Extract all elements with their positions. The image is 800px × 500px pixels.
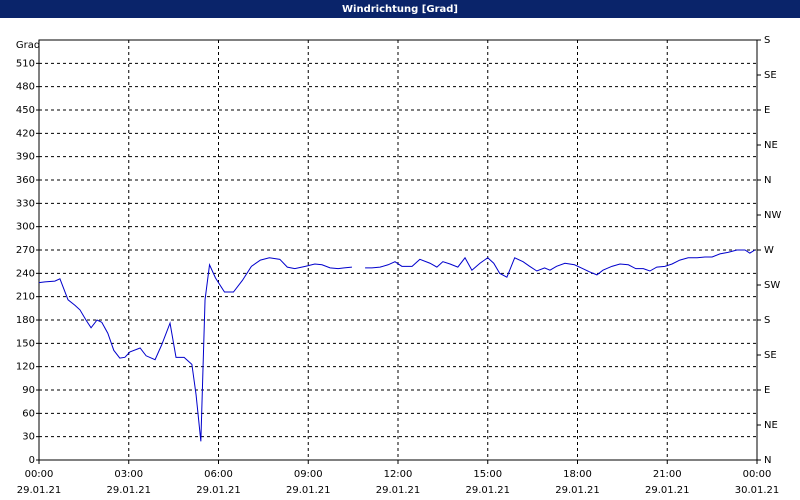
x-tick-label: 12:00 — [384, 469, 413, 480]
y2-tick-label: NW — [764, 210, 781, 221]
x-tick-date: 29.01.21 — [17, 485, 62, 496]
y2-tick-label: NE — [764, 420, 778, 431]
y-axis-label: Grad — [16, 40, 40, 51]
y-tick-label: 390 — [16, 152, 35, 163]
y-tick-label: 420 — [16, 128, 35, 139]
y-tick-label: 60 — [22, 408, 35, 419]
y2-tick-label: W — [764, 245, 774, 256]
x-tick-date: 29.01.21 — [555, 485, 600, 496]
y-tick-label: 330 — [16, 198, 35, 209]
y-tick-label: 0 — [29, 455, 35, 466]
y-tick-label: 90 — [22, 385, 35, 396]
x-tick-date: 29.01.21 — [645, 485, 690, 496]
y2-tick-label: NE — [764, 140, 778, 151]
x-tick-label: 09:00 — [294, 469, 323, 480]
y-tick-label: 480 — [16, 82, 35, 93]
y2-tick-label: E — [764, 105, 770, 116]
data-line — [38, 249, 756, 442]
y-tick-label: 510 — [16, 58, 35, 69]
x-tick-label: 15:00 — [473, 469, 502, 480]
y2-tick-label: S — [764, 315, 770, 326]
y2-tick-label: N — [764, 455, 771, 466]
x-tick-date: 29.01.21 — [196, 485, 241, 496]
y2-tick-label: SE — [764, 350, 777, 361]
y-tick-label: 210 — [16, 292, 35, 303]
y-tick-label: 360 — [16, 175, 35, 186]
y2-tick-label: E — [764, 385, 770, 396]
x-tick-date: 30.01.21 — [735, 485, 780, 496]
y2-tick-label: SE — [764, 70, 777, 81]
x-tick-date: 29.01.21 — [376, 485, 421, 496]
x-tick-label: 06:00 — [204, 469, 233, 480]
y-tick-label: 120 — [16, 362, 35, 373]
title-bar — [0, 0, 800, 18]
y-tick-label: 450 — [16, 105, 35, 116]
y2-tick-label: S — [764, 35, 770, 46]
y-tick-label: 300 — [16, 222, 35, 233]
y2-tick-label: N — [764, 175, 771, 186]
x-tick-date: 29.01.21 — [286, 485, 331, 496]
y-tick-label: 150 — [16, 338, 35, 349]
x-tick-date: 29.01.21 — [465, 485, 510, 496]
x-tick-label: 18:00 — [563, 469, 592, 480]
plot-frame — [38, 39, 758, 461]
x-tick-date: 29.01.21 — [106, 485, 151, 496]
y-tick-label: 240 — [16, 268, 35, 279]
x-tick-label: 21:00 — [653, 469, 682, 480]
x-tick-label: 00:00 — [25, 469, 54, 480]
x-tick-label: 00:00 — [743, 469, 772, 480]
y2-tick-label: SW — [764, 280, 780, 291]
y-tick-label: 180 — [16, 315, 35, 326]
y-tick-label: 270 — [16, 245, 35, 256]
chart-title: Windrichtung [Grad] — [342, 4, 458, 15]
x-tick-label: 03:00 — [114, 469, 143, 480]
y-tick-label: 30 — [22, 432, 35, 443]
